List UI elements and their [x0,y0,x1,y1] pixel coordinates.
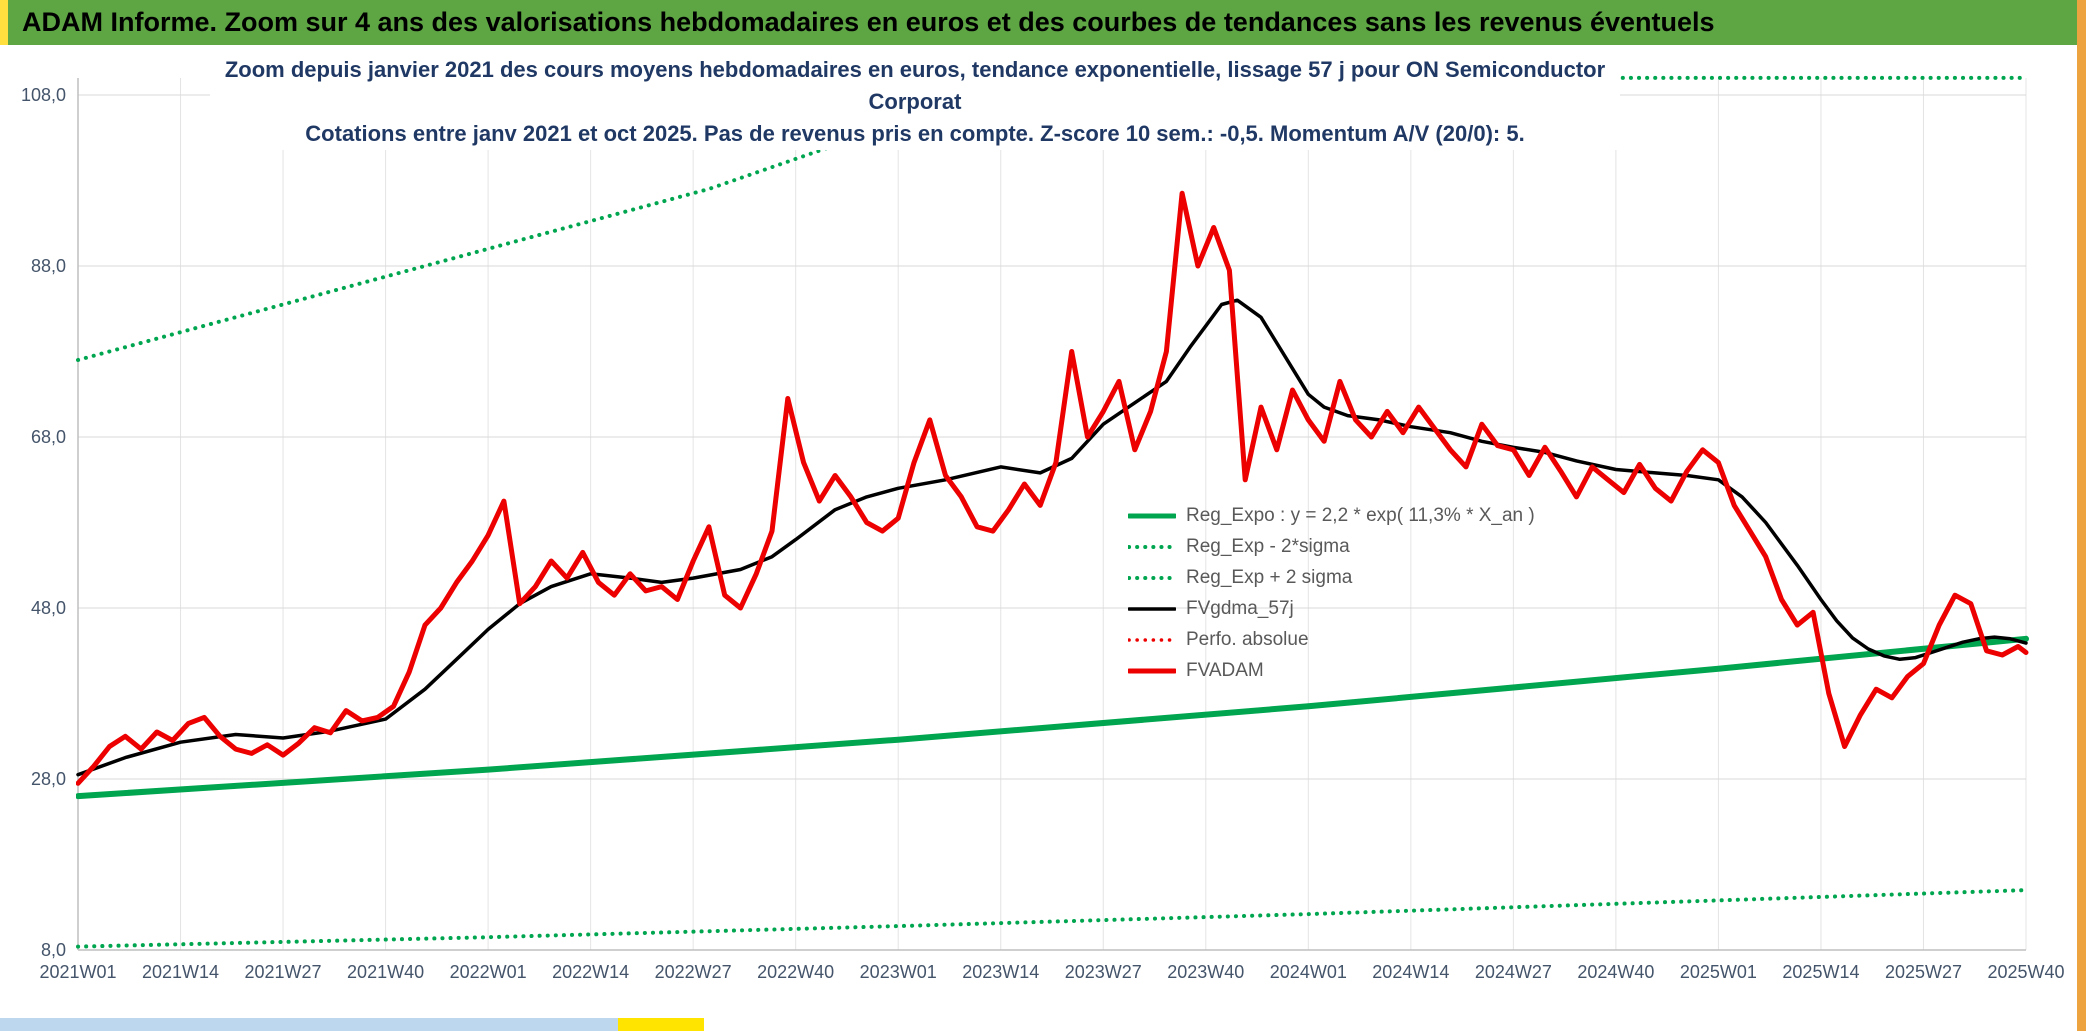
legend-item-FVgdma_57j: FVgdma_57j [1128,593,1535,624]
chart-area[interactable]: 2021W01 2021W14 2021W27 2021W40 2022W01 2022W… [0,45,2077,1013]
x-tick-label: 2025W40 [1987,962,2064,982]
x-tick-label: 2022W40 [757,962,834,982]
series-Reg_Exp_minus_2sigma [76,888,2028,949]
x-tick-label: 2023W01 [860,962,937,982]
legend-label-Reg_Expo: Reg_Expo : y = 2,2 * exp( 11,3% * X_an ) [1186,504,1535,526]
chart-title: Zoom depuis janvier 2021 des cours moyen… [210,54,1620,150]
legend-swatch-Perfo_absolue [1128,637,1176,642]
legend-item-Reg_Exp_minus_2sigma: Reg_Exp - 2*sigma [1128,531,1535,562]
x-tick-label: 2024W01 [1270,962,1347,982]
legend-label-Reg_Exp_minus_2sigma: Reg_Exp - 2*sigma [1186,535,1350,557]
x-tick-label: 2022W01 [450,962,527,982]
series-FVgdma_57j [76,298,2028,777]
chart-title-line1: Zoom depuis janvier 2021 des cours moyen… [224,57,1606,114]
legend-item-Reg_Expo: Reg_Expo : y = 2,2 * exp( 11,3% * X_an ) [1128,500,1535,531]
sheet-edge-left-yellow [0,0,8,45]
legend-label-Reg_Exp_plus_2sigma: Reg_Exp + 2 sigma [1186,566,1353,588]
chart-plot: 2021W01 2021W14 2021W27 2021W40 2022W01 2022W… [21,75,2065,982]
legend-swatch-Reg_Exp_minus_2sigma [1128,544,1176,549]
y-tick-label: 108,0 [21,85,66,105]
legend-swatch-Reg_Expo [1128,513,1176,518]
chart-legend: Reg_Expo : y = 2,2 * exp( 11,3% * X_an )… [1128,500,1535,686]
x-tick-label: 2021W27 [245,962,322,982]
x-tick-label: 2023W40 [1167,962,1244,982]
chart-title-line2: Cotations entre janv 2021 et oct 2025. P… [305,121,1525,146]
report-title-bar: ADAM Informe. Zoom sur 4 ans des valoris… [8,0,2077,45]
y-tick-label: 88,0 [31,256,66,276]
y-tick-label: 28,0 [31,769,66,789]
right-scrollbar-strip[interactable] [2077,0,2086,1031]
x-tick-label: 2023W14 [962,962,1039,982]
legend-item-Perfo_absolue: Perfo. absolue [1128,624,1535,655]
legend-label-FVgdma_57j: FVgdma_57j [1186,597,1294,619]
x-tick-label: 2022W14 [552,962,629,982]
x-tick-label: 2025W01 [1680,962,1757,982]
legend-item-Reg_Exp_plus_2sigma: Reg_Exp + 2 sigma [1128,562,1535,593]
y-tick-label: 68,0 [31,427,66,447]
x-tick-label: 2021W14 [142,962,219,982]
x-tick-label: 2022W27 [655,962,732,982]
report-title: ADAM Informe. Zoom sur 4 ans des valoris… [22,7,1715,37]
x-tick-label: 2024W40 [1577,962,1654,982]
y-tick-label: 48,0 [31,598,66,618]
x-tick-label: 2025W14 [1782,962,1859,982]
x-tick-label: 2021W01 [39,962,116,982]
x-tick-label: 2025W27 [1885,962,1962,982]
series-FVADAM [76,190,2029,786]
x-tick-label: 2023W27 [1065,962,1142,982]
legend-swatch-Reg_Exp_plus_2sigma [1128,575,1176,580]
x-tick-label: 2021W40 [347,962,424,982]
legend-swatch-FVgdma_57j [1128,606,1176,611]
legend-item-FVADAM: FVADAM [1128,655,1535,686]
sheet-edge-bottom-yellow [618,1018,704,1031]
legend-label-FVADAM: FVADAM [1186,659,1264,681]
x-tick-label: 2024W14 [1372,962,1449,982]
series-Reg_Expo [76,635,2029,800]
y-tick-label: 8,0 [41,940,66,960]
x-tick-label: 2024W27 [1475,962,1552,982]
legend-label-Perfo_absolue: Perfo. absolue [1186,628,1309,650]
legend-swatch-FVADAM [1128,668,1176,673]
sheet-edge-bottom-blue [0,1018,618,1031]
